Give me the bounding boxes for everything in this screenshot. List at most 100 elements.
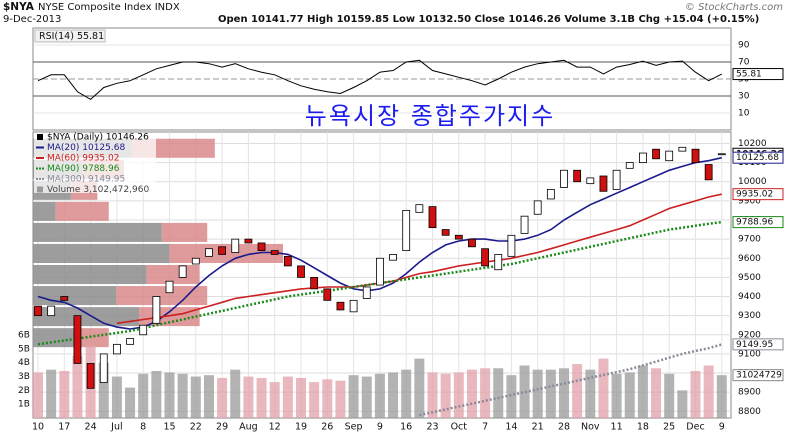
y-tick-label: 9300 [738, 311, 761, 321]
rsi-line [37, 59, 723, 101]
moving-average-line [37, 156, 722, 330]
value-tag-box [732, 188, 784, 201]
overlay-title: 뉴욕시장 종합주가지수 [305, 102, 555, 130]
volume-bar [453, 372, 464, 418]
x-tick-label: 22 [190, 422, 202, 433]
volume-bar [677, 390, 688, 418]
candle-body [205, 248, 213, 257]
legend-label: MA(20) 10125.68 [47, 143, 125, 153]
candle-body [152, 296, 161, 324]
candle-body [665, 150, 674, 162]
x-tick-label: 7 [482, 422, 488, 433]
volume-by-price-down [78, 328, 109, 348]
volume-bar [138, 373, 149, 418]
candle-body [691, 148, 700, 164]
rsi-tick-label: 70 [738, 58, 750, 68]
candle-body [481, 248, 490, 267]
legend-swatch [37, 186, 43, 193]
y-tick-label: 9600 [738, 254, 761, 264]
y-tick-label: 9200 [738, 330, 761, 340]
candle-body [283, 255, 292, 267]
y-tick-label: 9400 [738, 292, 761, 302]
x-tick-label: 11 [611, 422, 623, 433]
x-tick-label: 8 [140, 422, 146, 433]
y-tick-label: 10000 [738, 177, 767, 187]
x-tick-label: 9 [377, 422, 383, 433]
candle-body [678, 146, 687, 152]
volume-by-price-up [33, 265, 147, 285]
candle-body [139, 324, 148, 336]
candle-body [336, 301, 345, 311]
volume-bar [572, 364, 583, 418]
volume-bar [716, 375, 727, 418]
candle-body [612, 169, 621, 190]
y-tick-label: 9500 [738, 273, 761, 283]
x-tick-label: Nov [581, 422, 600, 433]
volume-bar [559, 368, 569, 418]
candle-body [126, 338, 134, 345]
legend-swatch [37, 134, 43, 140]
x-tick-label: 21 [532, 422, 544, 433]
candle-body [586, 177, 595, 185]
value-tag: 9788.96 [736, 218, 773, 228]
rsi-plot [33, 44, 731, 114]
candle-body [375, 257, 384, 286]
volume-bar [388, 372, 399, 418]
candle-body [599, 175, 608, 192]
candle-body [704, 164, 713, 181]
volume-bar [440, 373, 451, 418]
volume-bar [243, 376, 254, 418]
volume-bar [296, 377, 306, 418]
value-tag: 9935.02 [736, 190, 773, 200]
volume-bar [585, 369, 596, 418]
volume-bar [164, 372, 175, 418]
candle-body [34, 305, 42, 317]
volume-by-price-down [55, 201, 109, 221]
volume-by-price-down [116, 286, 208, 306]
candle-body [652, 148, 660, 160]
x-tick-label: 25 [663, 422, 675, 433]
value-tag-box [732, 338, 784, 351]
value-tag: 10125.68 [736, 153, 779, 163]
y-tick-label: 10200 [738, 139, 767, 149]
candle-body [625, 162, 634, 169]
candle-body [310, 276, 319, 290]
volume-bar [177, 373, 188, 418]
quote: Open 10141.77 High 10159.85 Low 10132.50… [218, 14, 759, 25]
legend-label: Volume 3,102,472,960 [47, 185, 149, 195]
candle-body [402, 210, 411, 252]
x-tick-label: Aug [239, 422, 258, 433]
candle-body [349, 299, 358, 313]
volume-bar [690, 371, 701, 418]
candle-body [47, 305, 56, 317]
value-tag: 9149.95 [736, 340, 773, 350]
x-tick-label: 18 [637, 422, 649, 433]
volume-tick-label: 4B [18, 358, 30, 368]
value-tag-box [732, 216, 784, 229]
x-tick-label: 26 [321, 422, 333, 433]
candle-body [639, 152, 647, 164]
rsi-tick-label: 90 [738, 41, 750, 51]
candle-body [520, 215, 529, 234]
volume-bar [335, 380, 346, 418]
x-tick-label: 23 [426, 422, 438, 433]
value-tag-box [732, 369, 784, 382]
candle-body [323, 288, 332, 301]
candle-body [99, 353, 108, 384]
volume-bar [72, 355, 83, 418]
volume-bar [98, 362, 109, 418]
y-tick-label: 9900 [738, 196, 761, 206]
volume-bar [203, 375, 214, 418]
candle-body [165, 280, 174, 294]
volume-by-price-up [33, 307, 140, 327]
candle-body [191, 257, 200, 265]
volume-bar [374, 373, 385, 418]
x-tick-label: 19 [295, 422, 307, 433]
volume-bar [269, 382, 280, 418]
rsi-title-box [34, 29, 106, 43]
volume-bar [256, 377, 267, 418]
x-tick-label: Jul [110, 422, 122, 433]
